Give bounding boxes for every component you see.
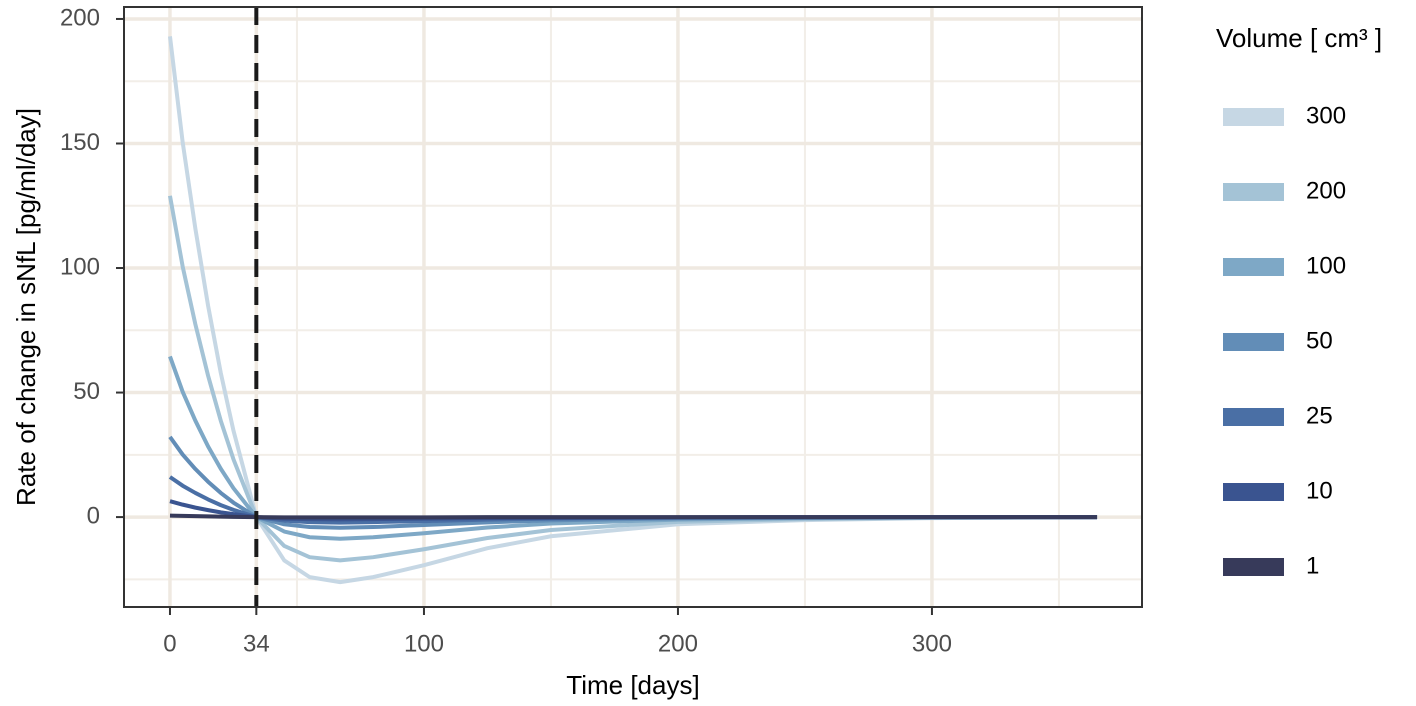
lines <box>167 7 1098 607</box>
series-line <box>168 355 1098 541</box>
series-line <box>168 195 1098 563</box>
legend-key <box>1223 558 1284 576</box>
legend-key <box>1223 183 1284 201</box>
y-tick-label: 0 <box>87 502 100 529</box>
legend-key <box>1223 108 1284 126</box>
y-tick-label: 100 <box>60 253 100 280</box>
x-tick-label: 0 <box>163 630 176 657</box>
legend-label: 25 <box>1306 402 1333 429</box>
legend-label: 100 <box>1306 252 1346 279</box>
legend-label: 1 <box>1306 552 1319 579</box>
series-line <box>168 435 1098 530</box>
legend-key <box>1223 483 1284 501</box>
legend-key <box>1223 258 1284 276</box>
series-line <box>169 513 1098 520</box>
legend-key <box>1223 408 1284 426</box>
x-tick-label: 300 <box>912 630 952 657</box>
plot-border <box>123 6 1143 608</box>
y-axis-title: Rate of change in sNfL [pg/ml/day] <box>11 108 41 506</box>
legend-label: 10 <box>1306 477 1333 504</box>
legend-title: Volume [ cm³ ] <box>1216 23 1382 53</box>
x-axis-title: Time [days] <box>566 670 699 700</box>
series-line <box>167 36 1098 585</box>
legend-label: 200 <box>1306 177 1346 204</box>
legend-label: 50 <box>1306 327 1333 354</box>
y-tick-label: 150 <box>60 129 100 156</box>
legend-key <box>1223 333 1284 351</box>
x-tick-label: 200 <box>658 630 698 657</box>
y-tick-label: 200 <box>60 4 100 31</box>
x-tick-label: 100 <box>404 630 444 657</box>
legend-label: 300 <box>1306 102 1346 129</box>
y-tick-label: 50 <box>73 378 100 405</box>
x-tick-label: 34 <box>243 630 270 657</box>
